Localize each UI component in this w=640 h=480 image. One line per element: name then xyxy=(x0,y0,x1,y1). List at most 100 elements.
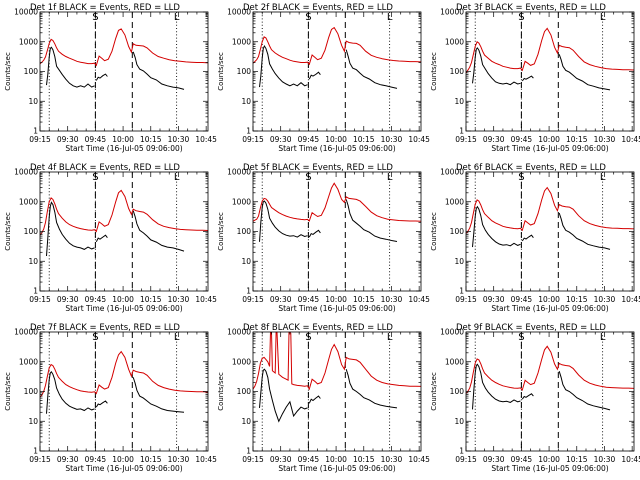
y-axis-label: Counts/sec xyxy=(430,52,438,91)
panel-title: Det 4f BLACK = Events, RED = LLD xyxy=(30,163,180,173)
marker-l: L xyxy=(387,332,393,343)
y-tick-label: 100 xyxy=(450,387,465,396)
y-tick-label: 10 xyxy=(241,257,251,266)
x-tick-label: 10:00 xyxy=(112,455,134,464)
x-axis-label: Start Time (16-Jul-05 09:06:00) xyxy=(278,304,395,313)
y-tick-label: 10 xyxy=(454,257,464,266)
x-tick-label: 09:15 xyxy=(29,455,51,464)
panel-title: Det 3f BLACK = Events, RED = LLD xyxy=(456,3,606,13)
plot-frame xyxy=(39,11,209,132)
x-tick-label: 09:30 xyxy=(270,135,292,144)
x-tick-label: 10:30 xyxy=(168,455,190,464)
panel-title: Det 7f BLACK = Events, RED = LLD xyxy=(30,323,180,333)
panel-title: Det 2f BLACK = Events, RED = LLD xyxy=(243,3,393,13)
x-tick-label: 10:15 xyxy=(140,295,162,304)
series-events xyxy=(472,205,611,250)
series-lld xyxy=(40,28,208,67)
panel-title: Det 6f BLACK = Events, RED = LLD xyxy=(456,163,606,173)
y-tick-label: 10 xyxy=(28,97,38,106)
x-tick-label: 09:15 xyxy=(29,135,51,144)
data-group xyxy=(466,345,634,411)
x-tick-label: 10:45 xyxy=(408,295,430,304)
marker-l: L xyxy=(387,12,393,23)
x-axis-label: Start Time (16-Jul-05 09:06:00) xyxy=(65,304,182,313)
y-tick-label: 100 xyxy=(237,67,252,76)
y-tick-label: 10 xyxy=(241,97,251,106)
x-tick-label: 09:15 xyxy=(242,295,264,304)
series-events xyxy=(46,370,185,414)
data-group xyxy=(466,186,634,250)
series-lld xyxy=(40,189,208,236)
x-tick-label: 10:45 xyxy=(195,455,217,464)
x-axis-label: Start Time (16-Jul-05 09:06:00) xyxy=(278,464,395,473)
marker-l: L xyxy=(600,172,606,183)
marker-s: S xyxy=(518,332,524,343)
y-tick-label: 10000 xyxy=(440,168,464,177)
x-tick-label: 10:45 xyxy=(621,455,640,464)
x-tick-label: 09:45 xyxy=(298,295,320,304)
x-tick-label: 10:30 xyxy=(381,135,403,144)
series-lld xyxy=(466,27,634,74)
marker-s: S xyxy=(518,12,524,23)
x-tick-label: 10:15 xyxy=(353,135,375,144)
series-lld xyxy=(466,345,634,394)
x-tick-label: 10:30 xyxy=(594,135,616,144)
x-tick-label: 10:15 xyxy=(566,455,588,464)
panel-title: Det 5f BLACK = Events, RED = LLD xyxy=(243,163,393,173)
x-tick-label: 10:30 xyxy=(594,455,616,464)
series-events xyxy=(472,363,611,411)
x-axis-label: Start Time (16-Jul-05 09:06:00) xyxy=(491,304,608,313)
x-tick-label: 10:45 xyxy=(621,135,640,144)
x-axis-label: Start Time (16-Jul-05 09:06:00) xyxy=(65,464,182,473)
x-tick-label: 10:00 xyxy=(538,295,560,304)
y-tick-label: 10000 xyxy=(14,328,38,337)
plot-frame xyxy=(252,11,422,132)
marker-s: S xyxy=(518,172,524,183)
series-events xyxy=(46,46,185,90)
x-tick-label: 09:45 xyxy=(511,455,533,464)
y-tick-label: 1 xyxy=(459,287,464,296)
y-tick-label: 10 xyxy=(454,97,464,106)
x-tick-label: 09:15 xyxy=(29,295,51,304)
y-tick-label: 1000 xyxy=(19,197,38,206)
plot-frame xyxy=(465,171,635,292)
marker-s: S xyxy=(305,12,311,23)
y-tick-label: 1 xyxy=(246,447,251,456)
y-tick-label: 1 xyxy=(459,127,464,136)
x-tick-label: 09:30 xyxy=(483,295,505,304)
plot-frame xyxy=(39,171,209,292)
panel-title: Det 9f BLACK = Events, RED = LLD xyxy=(456,323,606,333)
series-events xyxy=(472,47,611,91)
x-tick-label: 10:00 xyxy=(538,135,560,144)
x-tick-label: 10:30 xyxy=(168,295,190,304)
x-tick-label: 09:30 xyxy=(57,455,79,464)
y-tick-label: 1 xyxy=(33,127,38,136)
x-tick-label: 10:30 xyxy=(381,455,403,464)
y-axis-label: Counts/sec xyxy=(4,212,12,251)
x-tick-label: 09:45 xyxy=(85,455,107,464)
x-tick-label: 10:15 xyxy=(566,295,588,304)
marker-l: L xyxy=(600,12,606,23)
y-tick-label: 100 xyxy=(24,387,39,396)
x-tick-label: 09:45 xyxy=(511,295,533,304)
x-tick-label: 10:45 xyxy=(195,295,217,304)
x-tick-label: 10:15 xyxy=(353,295,375,304)
x-tick-label: 10:15 xyxy=(353,455,375,464)
x-tick-label: 09:15 xyxy=(242,455,264,464)
y-tick-label: 1000 xyxy=(445,37,464,46)
x-tick-label: 09:15 xyxy=(455,135,477,144)
marker-s: S xyxy=(92,12,98,23)
y-tick-label: 1 xyxy=(33,447,38,456)
y-tick-label: 1000 xyxy=(232,197,251,206)
series-lld xyxy=(253,182,421,222)
x-tick-label: 10:45 xyxy=(621,295,640,304)
series-lld xyxy=(253,332,421,391)
data-group xyxy=(253,26,421,89)
y-tick-label: 10000 xyxy=(227,328,251,337)
y-tick-label: 10000 xyxy=(14,8,38,17)
y-tick-label: 10000 xyxy=(440,8,464,17)
